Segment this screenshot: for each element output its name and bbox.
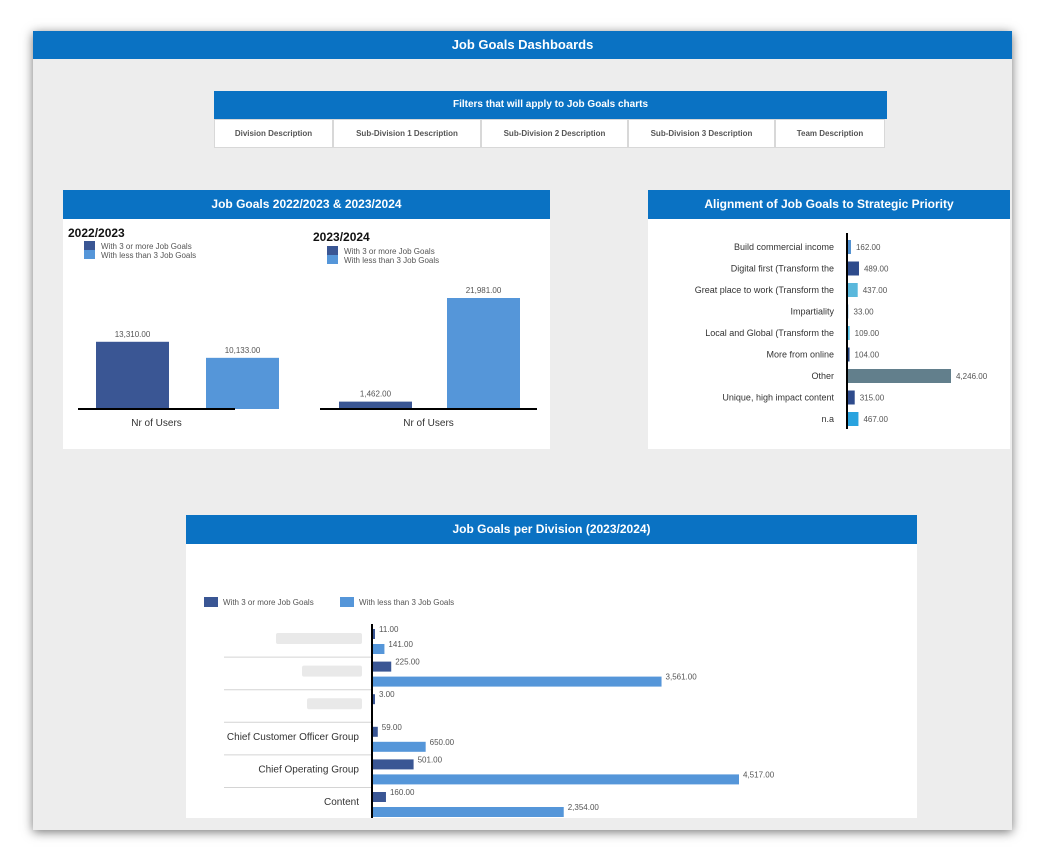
data-label: 437.00 [863,286,888,295]
bar [373,774,739,785]
filter-sub-division-3[interactable]: Sub-Division 3 Description [628,119,775,148]
data-label: 4,517.00 [743,770,775,779]
bar [206,357,279,409]
legend-swatch [84,250,95,259]
x-axis-label: Nr of Users [131,418,182,429]
data-label: 109.00 [855,329,880,338]
bar [847,326,850,340]
legend-swatch [340,597,354,607]
alignment-panel-title: Alignment of Job Goals to Strategic Prio… [648,190,1010,219]
division-panel: Job Goals per Division (2023/2024) With … [186,515,917,828]
bar [847,347,850,362]
legend-swatch [327,255,338,264]
data-label: 21,981.00 [466,286,502,295]
filters-row: Division Description Sub-Division 1 Desc… [214,119,887,148]
data-label: 501.00 [418,755,443,764]
bar [373,759,414,770]
bar [373,792,386,802]
category-label: Chief Operating Group [258,764,359,775]
legend-label: With 3 or more Job Goals [223,598,314,607]
bar [373,807,564,817]
legend-label: With 3 or more Job Goals [101,242,192,251]
bar [339,401,412,409]
bar [373,726,378,737]
legend-swatch [327,246,338,255]
legend-swatch [84,241,95,250]
job-goals-panel-title: Job Goals 2022/2023 & 2023/2024 [63,190,550,219]
division-panel-title: Job Goals per Division (2023/2024) [186,515,917,544]
bar [847,390,855,405]
bar [373,629,375,639]
x-axis-label: Nr of Users [403,418,454,429]
bar [847,412,859,426]
category-label: Unique, high impact content [722,393,834,403]
legend-label: With less than 3 Job Goals [344,256,439,265]
redacted-label [302,665,362,677]
category-label: Great place to work (Transform the [695,285,834,295]
bar [373,741,426,752]
data-label: 225.00 [395,658,420,667]
data-label: 13,310.00 [115,330,151,339]
data-label: 11.00 [379,625,399,634]
legend-label: With 3 or more Job Goals [344,247,435,256]
category-label: Other [811,371,834,381]
bar [847,240,851,254]
data-label: 141.00 [388,640,413,649]
category-label: Impartiality [790,307,834,317]
category-label: More from online [766,350,834,360]
legend-swatch [204,597,218,607]
data-label: 1,462.00 [360,390,392,399]
legend-label: With less than 3 Job Goals [359,598,454,607]
data-label: 104.00 [855,351,880,360]
data-label: 2,354.00 [568,803,600,812]
alignment-chart: Build commercial income 162.00 Digital fir… [695,233,988,429]
data-label: 467.00 [863,415,888,424]
filters-panel: Filters that will apply to Job Goals cha… [214,91,887,148]
bar [847,283,858,297]
bar [373,676,662,687]
bar [96,341,169,409]
data-label: 160.00 [390,788,415,797]
bar [373,661,392,672]
division-chart: With 3 or more Job Goals With less than 3… [204,597,775,828]
category-label: Build commercial income [734,242,834,252]
filters-title: Filters that will apply to Job Goals cha… [214,91,887,119]
category-label: n.a [821,414,834,424]
data-label: 489.00 [864,265,889,274]
data-label: 33.00 [854,308,875,317]
data-label: 162.00 [856,243,881,252]
data-label: 3,561.00 [666,673,698,682]
data-label: 3.00 [379,690,395,699]
data-label: 10,133.00 [225,346,261,355]
category-label: Content [324,797,359,808]
alignment-panel: Alignment of Job Goals to Strategic Prio… [648,190,1010,449]
redacted-label [276,633,362,644]
page-title: Job Goals Dashboards [33,31,1012,59]
bar [373,694,375,705]
bar [373,644,385,654]
chart-title: 2023/2024 [313,230,370,244]
bar [847,369,951,383]
redacted-label [307,698,362,710]
chart-title: 2022/2023 [68,226,125,240]
filter-division[interactable]: Division Description [214,119,333,148]
data-label: 650.00 [430,738,455,747]
dashboard-frame: Job Goals Dashboards Filters that will a… [33,31,1012,830]
filter-sub-division-2[interactable]: Sub-Division 2 Description [481,119,628,148]
data-label: 59.00 [382,723,403,732]
data-label: 4,246.00 [956,372,988,381]
filter-sub-division-1[interactable]: Sub-Division 1 Description [333,119,481,148]
category-label: Local and Global (Transform the [705,328,834,338]
bar [447,298,520,409]
job-goals-panel: Job Goals 2022/2023 & 2023/2024 2022/202… [63,190,550,449]
category-label: Chief Customer Officer Group [227,732,360,743]
filter-team[interactable]: Team Description [775,119,885,148]
category-label: Digital first (Transform the [731,264,834,274]
bar [847,261,859,276]
legend-label: With less than 3 Job Goals [101,251,196,260]
data-label: 315.00 [860,394,885,403]
